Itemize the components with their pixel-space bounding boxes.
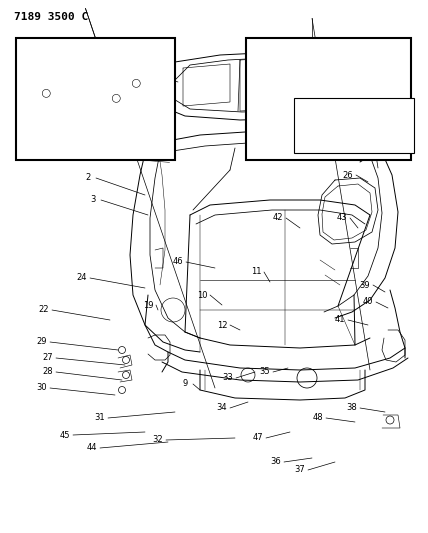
Text: 5: 5 [318, 47, 323, 56]
Text: 35: 35 [260, 367, 270, 376]
Text: 30: 30 [37, 384, 48, 392]
Text: 20: 20 [290, 41, 300, 50]
Text: 10: 10 [197, 290, 207, 300]
Text: 23: 23 [90, 41, 100, 50]
Bar [246, 38, 411, 160]
Text: 19: 19 [382, 41, 392, 50]
Text: 17: 17 [51, 41, 61, 50]
Text: 19: 19 [143, 301, 153, 310]
Text: 24: 24 [77, 273, 87, 282]
Text: 39: 39 [360, 280, 370, 289]
Text: 28: 28 [43, 367, 54, 376]
Text: 15: 15 [92, 141, 103, 149]
Text: 33: 33 [223, 374, 233, 383]
Text: 7189 3500 C: 7189 3500 C [14, 12, 88, 22]
Text: 25: 25 [83, 148, 93, 157]
Text: 8: 8 [366, 150, 371, 159]
Text: 29: 29 [37, 337, 47, 346]
Text: 36: 36 [270, 457, 281, 466]
Text: 13: 13 [15, 41, 26, 50]
Text: 32: 32 [153, 435, 163, 445]
Text: 9: 9 [182, 379, 187, 389]
Text: 14: 14 [43, 141, 54, 149]
Text: 22: 22 [39, 305, 49, 314]
Bar [294, 99, 414, 154]
Text: 11: 11 [251, 268, 261, 277]
Text: 7: 7 [369, 61, 374, 70]
Text: 12: 12 [217, 320, 227, 329]
Text: 45: 45 [60, 431, 70, 440]
Text: 38: 38 [347, 403, 357, 413]
Text: 43: 43 [337, 214, 347, 222]
Text: 37: 37 [294, 465, 305, 474]
Text: 21: 21 [59, 141, 69, 149]
Text: 6: 6 [349, 53, 355, 62]
Text: 48: 48 [313, 414, 323, 423]
Text: 2: 2 [85, 174, 91, 182]
Text: 29: 29 [76, 142, 86, 151]
Text: 16: 16 [111, 141, 122, 149]
Text: 18: 18 [15, 141, 26, 149]
Bar [16, 38, 175, 160]
Text: 3: 3 [90, 196, 96, 205]
Text: 1: 1 [271, 47, 276, 56]
Text: 40: 40 [363, 297, 373, 306]
Text: 4: 4 [140, 69, 145, 77]
Text: 26: 26 [343, 171, 353, 180]
Text: 46: 46 [172, 257, 183, 266]
Text: 31: 31 [95, 414, 105, 423]
Text: 41: 41 [335, 316, 345, 325]
Text: 47: 47 [253, 433, 263, 442]
Text: 27: 27 [43, 353, 54, 362]
Text: 34: 34 [217, 403, 227, 413]
Text: 44: 44 [87, 443, 97, 453]
Text: 23: 23 [30, 141, 40, 149]
Text: 42: 42 [273, 214, 283, 222]
